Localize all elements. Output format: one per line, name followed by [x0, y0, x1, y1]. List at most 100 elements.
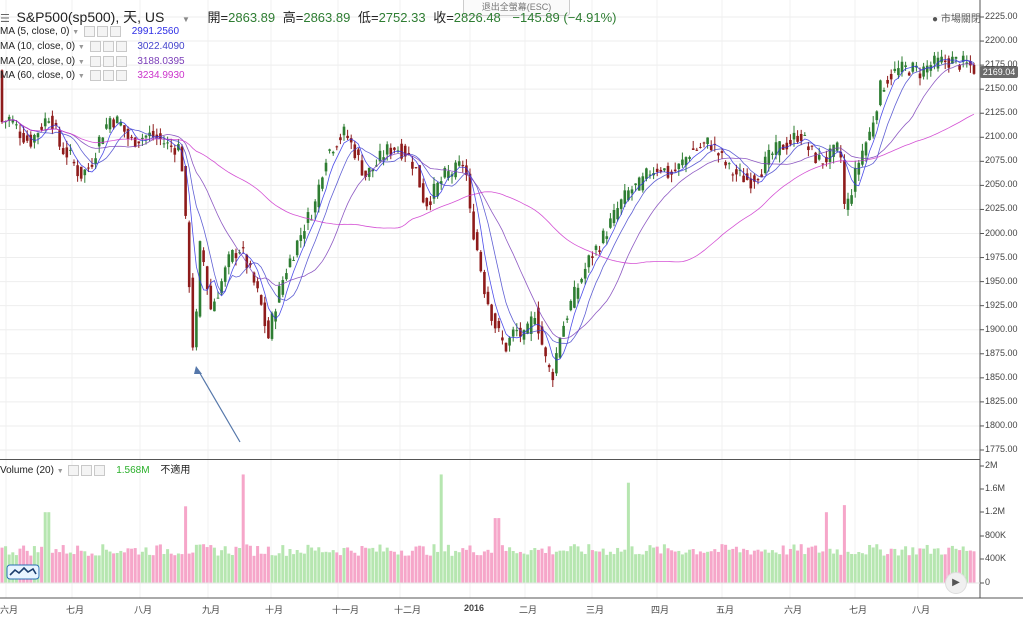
pane-separator[interactable] — [0, 459, 980, 460]
candle-body — [817, 155, 821, 160]
volume-bar — [389, 550, 393, 583]
candle-body — [353, 144, 357, 159]
volume-bar — [338, 555, 342, 583]
indicator-label: MA (10, close, 0) — [0, 41, 76, 52]
volume-bar — [220, 550, 224, 583]
symbol-title[interactable]: S&P500(sp500), 天, US — [16, 9, 165, 25]
candle-body — [897, 68, 900, 76]
time-tick-label: 二月 — [519, 605, 538, 615]
candle-body — [511, 329, 515, 337]
chevron-down-icon[interactable]: ▼ — [77, 59, 85, 66]
candle-body — [659, 169, 663, 172]
candle-body — [281, 280, 285, 295]
volume-bar — [72, 554, 76, 583]
visibility-icon[interactable] — [68, 464, 80, 476]
candle-body — [25, 135, 29, 141]
time-tick-label: 五月 — [716, 605, 735, 615]
close-icon[interactable] — [115, 40, 127, 52]
candle-body — [724, 162, 727, 166]
settings-icon[interactable] — [102, 40, 114, 52]
visibility-icon[interactable] — [89, 69, 101, 81]
visibility-icon[interactable] — [83, 25, 95, 37]
chevron-down-icon[interactable]: ▼ — [77, 44, 85, 51]
volume-legend[interactable]: Volume (20) ▼ 1.568M 不適用 — [0, 464, 190, 478]
volume-bar — [752, 550, 756, 583]
volume-bar — [364, 547, 368, 583]
volume-bar — [97, 555, 101, 583]
visibility-icon[interactable] — [89, 55, 101, 67]
scroll-to-realtime-button[interactable]: ▶ — [945, 572, 967, 594]
candle-body — [162, 143, 166, 145]
close-icon[interactable] — [115, 69, 127, 81]
volume-bar — [295, 550, 299, 583]
visibility-icon[interactable] — [89, 40, 101, 52]
candle-body — [540, 326, 544, 345]
volume-bar — [410, 550, 414, 583]
settings-icon[interactable] — [96, 25, 108, 37]
volume-bar — [954, 548, 958, 583]
volume-bar — [763, 549, 767, 583]
candle-body — [429, 201, 432, 205]
candle-body — [461, 164, 465, 167]
candle-body — [673, 169, 677, 172]
settings-icon[interactable] — [81, 464, 93, 476]
indicator-ma5[interactable]: MA (5, close, 0) ▼ 2991.2560 — [0, 25, 179, 39]
candle-body — [778, 141, 781, 156]
volume-bar — [313, 550, 317, 583]
volume-bar — [353, 552, 357, 583]
volume-bar — [709, 551, 713, 583]
volume-bar — [209, 545, 213, 583]
volume-bar — [148, 554, 152, 583]
chevron-down-icon[interactable]: ▼ — [72, 29, 80, 36]
candle-body — [51, 115, 54, 130]
settings-icon[interactable] — [102, 69, 114, 81]
indicator-ma20[interactable]: MA (20, close, 0) ▼ 3188.0395 — [0, 55, 185, 69]
volume-bar — [382, 551, 386, 583]
candle-body — [756, 179, 760, 181]
candle-body — [972, 64, 976, 74]
settings-icon[interactable] — [102, 55, 114, 67]
volume-bar — [486, 549, 490, 583]
annotation-arrow — [197, 369, 241, 443]
close-icon[interactable] — [109, 25, 121, 37]
volume-bar — [526, 554, 530, 583]
candle-body — [940, 56, 943, 63]
tradingview-logo-icon[interactable] — [6, 564, 40, 580]
volume-bar — [832, 553, 836, 583]
volume-bar — [324, 551, 328, 583]
change-value: −145.89 (−4.91%) — [512, 10, 617, 25]
candle-body — [605, 236, 609, 239]
candle-body — [198, 241, 202, 317]
menu-icon[interactable]: ☰ — [0, 13, 10, 25]
volume-bar — [605, 554, 609, 583]
indicator-ma10[interactable]: MA (10, close, 0) ▼ 3022.4090 — [0, 40, 185, 54]
candle-body — [303, 231, 306, 239]
close-icon[interactable] — [115, 55, 127, 67]
indicator-ma60[interactable]: MA (60, close, 0) ▼ 3234.9930 — [0, 69, 185, 83]
volume-bar — [911, 547, 915, 583]
volume-bar — [479, 555, 483, 583]
volume-bar — [191, 552, 195, 583]
candle-body — [583, 268, 587, 279]
volume-bar — [655, 546, 659, 583]
candle-body — [947, 58, 951, 68]
volume-bar — [403, 555, 407, 583]
volume-bar — [533, 548, 537, 583]
candle-body — [295, 240, 299, 256]
chevron-down-icon[interactable]: ▼ — [77, 73, 85, 80]
indicator-value: 3022.4090 — [137, 41, 185, 52]
volume-bar — [306, 544, 310, 583]
volume-bar — [666, 548, 670, 583]
close-icon[interactable] — [94, 464, 106, 476]
symbol-dropdown-icon[interactable]: ▼ — [181, 15, 190, 24]
candle-body — [706, 137, 709, 145]
volume-bar — [965, 550, 969, 583]
price-tick-label: 2225.00 — [985, 11, 1018, 21]
volume-bar — [367, 548, 371, 583]
volume-label: Volume (20) — [0, 465, 54, 476]
chevron-down-icon[interactable]: ▼ — [56, 468, 64, 475]
volume-bar — [112, 553, 116, 583]
exit-fullscreen-button[interactable]: 退出全螢幕(ESC) — [463, 0, 570, 16]
candle-body — [11, 119, 15, 123]
